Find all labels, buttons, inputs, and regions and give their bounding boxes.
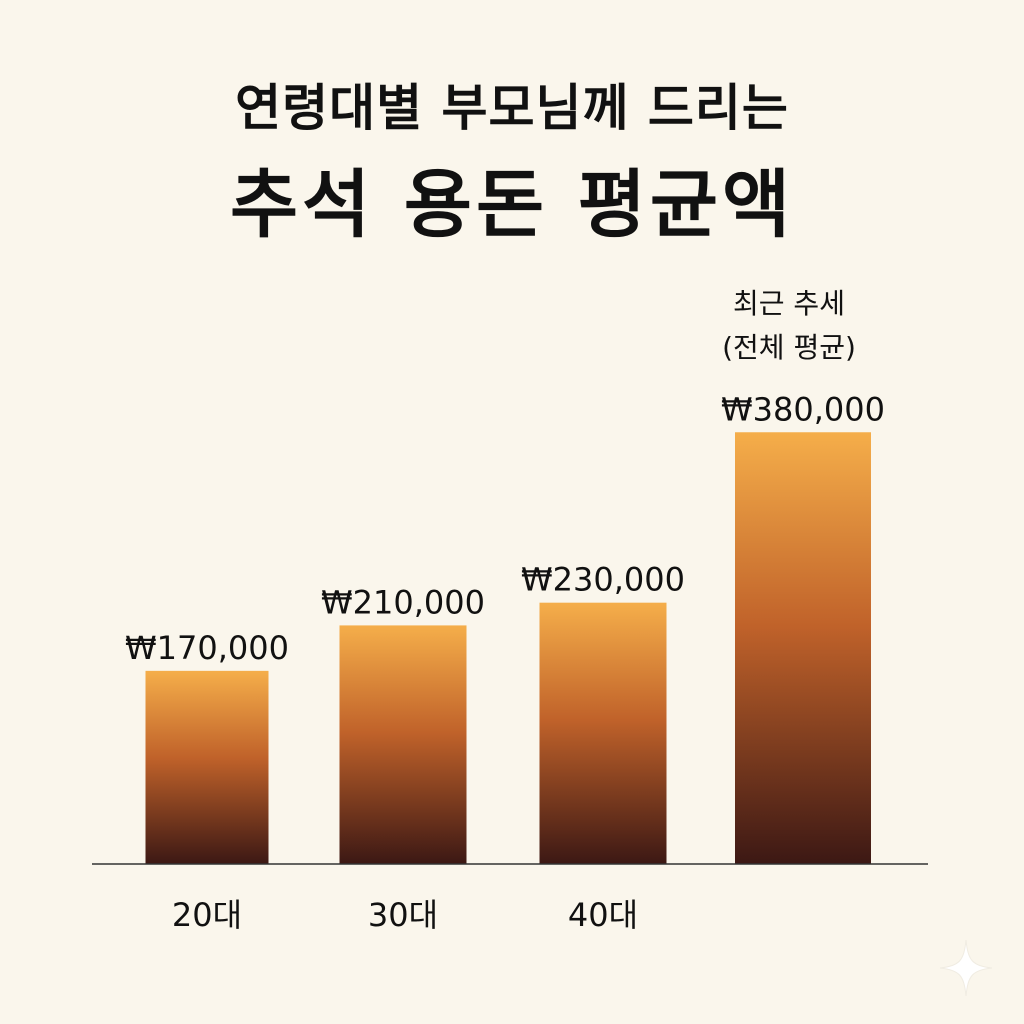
bar-4	[735, 432, 871, 864]
value-label-1: ₩170,000	[125, 629, 289, 667]
annotation-line-1: 최근 추세	[733, 287, 845, 320]
bar-2	[339, 625, 467, 864]
category-label-2: 30대	[368, 896, 438, 934]
chart-subtitle: 추석 용돈 평균액	[229, 162, 795, 248]
chart-title: 연령대별 부모님께 드리는	[235, 79, 789, 137]
value-label-3: ₩230,000	[521, 561, 685, 599]
category-label-3: 40대	[568, 896, 638, 934]
bar-1	[145, 670, 269, 864]
value-label-2: ₩210,000	[321, 583, 485, 621]
value-label-4: ₩380,000	[721, 390, 885, 428]
annotation-line-2: (전체 평균)	[722, 331, 856, 364]
sparkle-icon	[939, 939, 993, 997]
category-label-1: 20대	[172, 896, 242, 934]
bar-3	[539, 602, 667, 864]
